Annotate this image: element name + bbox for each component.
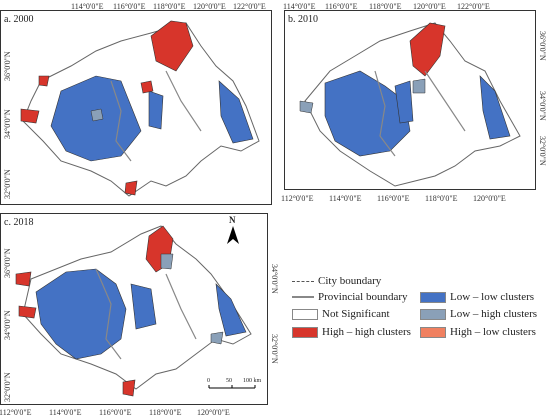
white-swatch-icon — [292, 308, 318, 320]
panel-label: c. 2018 — [4, 217, 34, 228]
high-high-cluster — [18, 305, 37, 319]
legend-label: Low – high clusters — [450, 308, 538, 320]
bottom-tick-label: 112°0'0"E — [0, 408, 32, 417]
left-tick-label: 34°0'0"N — [3, 310, 12, 340]
low-high-cluster — [299, 100, 314, 114]
top-tick-label: 116°0'0"E — [113, 2, 146, 11]
low-low-cluster — [215, 283, 247, 337]
high-high-cluster — [122, 379, 136, 397]
left-tick-label: 36°0'0"N — [3, 51, 12, 81]
bottom-tick-label: 114°0'0"E — [329, 194, 362, 203]
low-high-cluster — [160, 253, 174, 270]
legend-high-low: High – low clusters — [420, 326, 536, 338]
legend-label: Not Significant — [322, 308, 390, 320]
legend-label: Provincial boundary — [318, 291, 408, 303]
top-tick-label: 120°0'0"E — [193, 2, 226, 11]
high-high-cluster — [150, 20, 194, 72]
bottom-tick-label: 112°0'0"E — [281, 194, 314, 203]
left-tick-label: 36°0'0"N — [3, 248, 12, 278]
top-tick-label: 118°0'0"E — [153, 2, 186, 11]
provincial-boundary — [374, 70, 466, 157]
bottom-tick-label: 120°0'0"E — [197, 408, 230, 417]
low-high-cluster — [412, 78, 426, 94]
top-tick-label: 114°0'0"E — [283, 2, 316, 11]
panel-label: a. 2000 — [4, 14, 34, 25]
right-tick-label: 36°0'0"N — [538, 31, 547, 61]
low-low-cluster — [35, 268, 127, 360]
top-tick-label: 122°0'0"E — [233, 2, 266, 11]
bottom-tick-label: 116°0'0"E — [99, 408, 132, 417]
bottom-tick-label: 118°0'0"E — [425, 194, 458, 203]
low-high-cluster — [90, 108, 104, 122]
high-high-cluster — [409, 22, 446, 77]
top-tick-label: 114°0'0"E — [71, 2, 104, 11]
low-low-cluster — [218, 80, 254, 144]
provincial-boundary — [95, 268, 197, 360]
red-swatch-icon — [292, 326, 318, 338]
top-tick-label: 122°0'0"E — [457, 2, 490, 11]
legend-label: High – low clusters — [450, 326, 536, 338]
scale-label-50: 50 — [226, 378, 232, 384]
low-high-cluster — [210, 331, 224, 345]
blue-swatch-icon — [420, 291, 446, 303]
north-arrow-icon — [227, 226, 239, 244]
bottom-tick-label: 120°0'0"E — [473, 194, 506, 203]
legend-label: City boundary — [318, 275, 382, 287]
map-2018 — [15, 225, 256, 397]
map-panel-2018: c. 2018 N 0 50 100 km 112°0'0"E 114°0'0"… — [0, 213, 279, 417]
low-low-cluster — [394, 80, 414, 124]
high-high-cluster — [124, 180, 138, 196]
map-2000 — [20, 20, 260, 197]
high-high-cluster — [20, 108, 40, 124]
low-low-cluster — [130, 283, 157, 330]
map-panel-2010: b. 2010 114°0'0"E 116°0'0"E 118°0'0"E 12… — [281, 2, 547, 203]
legend-label: High – high clusters — [322, 326, 411, 338]
provincial-boundary — [110, 70, 202, 162]
low-low-cluster — [324, 70, 411, 157]
bottom-tick-label: 118°0'0"E — [149, 408, 182, 417]
left-tick-label: 32°0'0"N — [3, 169, 12, 199]
high-high-cluster — [140, 80, 154, 94]
salmon-swatch-icon — [420, 326, 446, 338]
right-tick-label: 32°0'0"N — [270, 334, 279, 364]
top-tick-label: 120°0'0"E — [413, 2, 446, 11]
scale-label-0: 0 — [207, 378, 210, 384]
left-tick-label: 34°0'0"N — [3, 109, 12, 139]
bottom-tick-label: 114°0'0"E — [49, 408, 82, 417]
legend-low-low: Low – low clusters — [420, 291, 534, 303]
north-label: N — [229, 215, 236, 225]
legend-provincial-boundary: Provincial boundary — [292, 291, 408, 303]
right-tick-label: 32°0'0"N — [538, 136, 547, 166]
low-low-cluster — [479, 75, 511, 140]
high-high-cluster — [15, 271, 32, 287]
high-high-cluster — [38, 75, 50, 87]
legend-city-boundary: City boundary — [292, 275, 381, 287]
bottom-tick-label: 116°0'0"E — [377, 194, 410, 203]
map-panel-2000: a. 2000 114°0'0"E 116°0'0"E 118°0'0"E 12… — [0, 2, 272, 205]
legend-label: Low – low clusters — [450, 291, 535, 303]
gray-blue-swatch-icon — [420, 308, 446, 320]
dashed-line-icon — [292, 280, 314, 282]
low-low-cluster — [148, 90, 164, 130]
right-tick-label: 34°0'0"N — [538, 91, 547, 121]
legend-high-high: High – high clusters — [292, 326, 411, 338]
solid-line-icon — [292, 296, 314, 299]
scale-label-100: 100 km — [243, 378, 262, 384]
right-tick-label: 34°0'0"N — [270, 264, 279, 294]
map-2010 — [299, 22, 521, 187]
top-tick-label: 118°0'0"E — [369, 2, 402, 11]
map-legend: City boundary Provincial boundary Not Si… — [292, 275, 547, 355]
top-tick-label: 116°0'0"E — [325, 2, 358, 11]
legend-low-high: Low – high clusters — [420, 308, 537, 320]
legend-not-significant: Not Significant — [292, 308, 390, 320]
left-tick-label: 32°0'0"N — [3, 372, 12, 402]
panel-label: b. 2010 — [288, 14, 318, 25]
